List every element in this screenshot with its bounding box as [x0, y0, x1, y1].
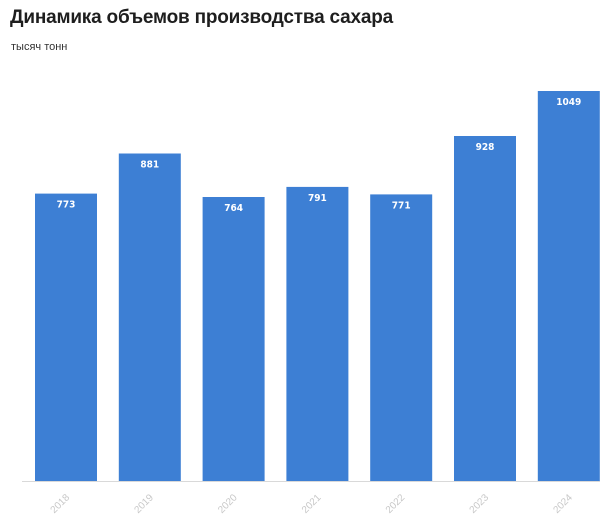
x-tick-label-2023: 2023 [468, 492, 492, 516]
bar-value-label-2018: 773 [57, 200, 76, 211]
x-tick-label-2021: 2021 [300, 492, 324, 516]
bar-value-label-2024: 1049 [556, 97, 581, 108]
bar-2022 [370, 194, 433, 481]
x-tick-label-2018: 2018 [49, 492, 73, 516]
bar-value-label-2023: 928 [476, 142, 495, 153]
bar-2023 [454, 136, 516, 481]
bar-labels-group: 773 881 764 791 771 928 1049 [57, 97, 582, 214]
bar-2021 [286, 186, 349, 481]
bar-2018 [35, 193, 97, 481]
x-tick-labels-group: 2018 2019 2020 2021 2022 2023 2024 [49, 492, 576, 516]
x-tick-label-2020: 2020 [216, 492, 240, 516]
x-tick-label-2019: 2019 [132, 492, 156, 516]
bar-value-label-2021: 791 [308, 193, 327, 204]
x-tick-label-2024: 2024 [551, 492, 575, 516]
bar-value-label-2022: 771 [392, 200, 411, 211]
bar-value-label-2019: 881 [140, 160, 159, 171]
bar-value-label-2020: 764 [224, 203, 243, 214]
chart-title: Динамика объемов производства сахара [10, 7, 394, 28]
x-tick-label-2022: 2022 [384, 492, 408, 516]
chart-subtitle: тысяч тонн [11, 41, 68, 53]
bar-2019 [118, 153, 181, 481]
bar-2024 [537, 91, 600, 481]
bars-group [35, 91, 600, 481]
bar-2020 [202, 197, 265, 481]
